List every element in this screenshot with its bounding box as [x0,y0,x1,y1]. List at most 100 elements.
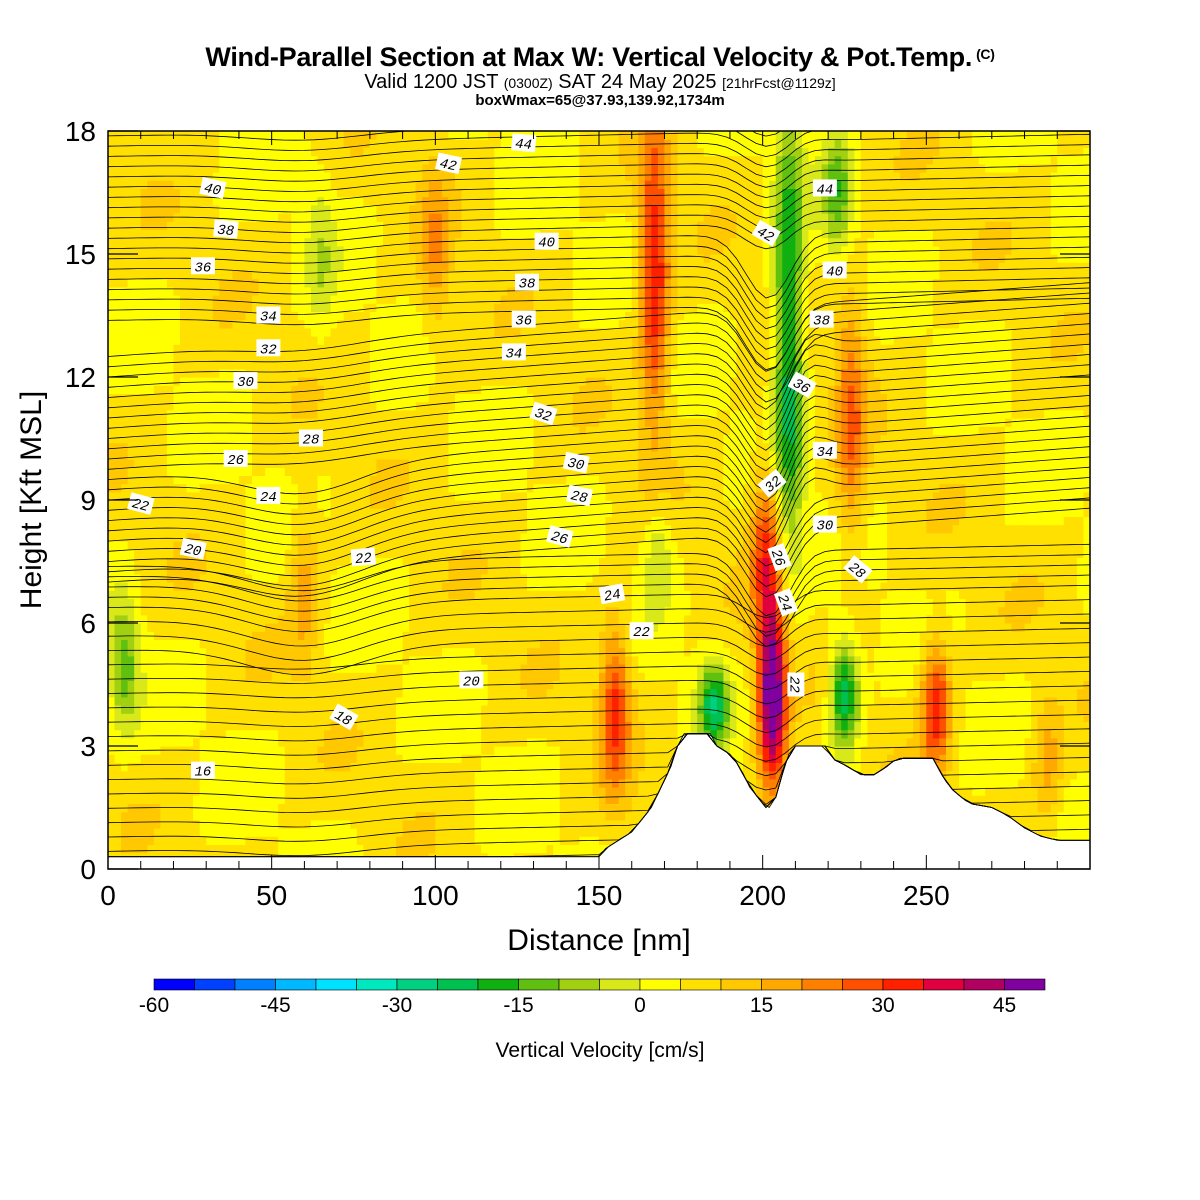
w-cell [310,819,319,829]
w-cell [297,762,305,772]
w-cell [186,319,194,329]
w-cell [389,655,397,665]
w-cell [153,836,161,845]
w-cell [108,836,116,845]
w-cell [206,418,214,427]
w-cell [317,262,325,271]
w-cell [369,721,378,731]
w-cell [422,221,430,230]
w-cell [376,401,384,411]
w-cell [382,680,391,690]
w-cell [114,409,122,419]
w-cell [147,819,155,829]
w-cell [232,327,240,337]
w-cell [180,180,188,189]
w-cell [363,196,371,206]
w-cell [304,352,312,362]
w-cell [461,557,469,567]
w-cell [147,237,155,247]
w-cell [258,590,266,599]
w-cell [389,155,397,165]
w-cell [324,508,332,517]
w-cell [173,565,181,575]
w-cell [428,327,436,337]
w-cell [153,459,161,468]
w-cell [422,475,430,485]
w-cell [376,196,384,206]
w-cell [252,639,260,649]
w-cell [428,450,436,460]
w-cell [108,696,116,706]
w-cell [212,483,220,493]
w-cell [363,787,371,796]
w-cell [219,590,227,599]
w-cell [363,352,371,362]
w-cell [291,565,299,575]
w-cell [317,442,325,452]
w-cell [337,631,345,640]
w-cell [382,295,391,304]
w-cell [428,565,436,575]
w-cell [199,696,207,706]
w-cell [435,319,443,329]
w-cell [441,311,450,321]
w-cell [428,139,436,148]
w-cell [415,426,423,435]
w-cell [180,426,188,435]
w-cell [376,778,384,788]
w-cell [317,811,325,821]
w-cell [245,286,253,296]
w-cell [454,508,463,517]
w-cell [219,163,227,173]
w-cell [337,155,345,165]
w-cell [245,139,253,148]
w-cell [121,360,129,370]
w-cell [127,614,135,624]
w-cell [271,401,279,411]
w-cell [114,336,122,345]
w-cell [114,270,122,280]
w-cell [382,163,391,173]
w-cell [225,344,233,353]
w-cell [389,491,397,501]
w-cell [212,590,220,599]
w-cell [396,303,404,312]
w-cell [219,311,227,321]
w-cell [324,254,332,263]
w-cell [114,811,122,821]
w-cell [382,508,391,517]
w-cell [356,614,364,624]
w-cell [317,360,325,370]
w-cell [441,729,450,739]
w-cell [330,680,338,690]
w-cell [134,319,142,329]
w-cell [186,573,194,583]
w-cell [284,319,292,329]
w-cell [232,344,240,353]
w-cell [166,647,175,657]
w-cell [448,787,456,796]
w-cell [173,721,181,731]
w-cell [140,713,148,722]
w-cell [206,483,214,493]
w-cell [134,409,142,419]
w-cell [356,262,364,271]
w-cell [356,737,364,747]
w-cell [258,688,266,698]
w-cell [140,188,148,198]
w-cell [284,360,292,370]
w-cell [291,762,299,772]
w-cell [225,319,233,329]
w-cell [284,582,292,591]
w-cell [121,401,129,411]
w-cell [304,295,312,304]
w-cell [258,237,266,247]
w-cell [108,713,116,722]
w-cell [140,532,148,542]
w-cell [252,713,260,722]
w-cell [337,696,345,706]
w-cell [461,565,469,575]
w-cell [356,434,364,444]
w-cell [350,623,358,632]
w-cell [232,721,240,731]
